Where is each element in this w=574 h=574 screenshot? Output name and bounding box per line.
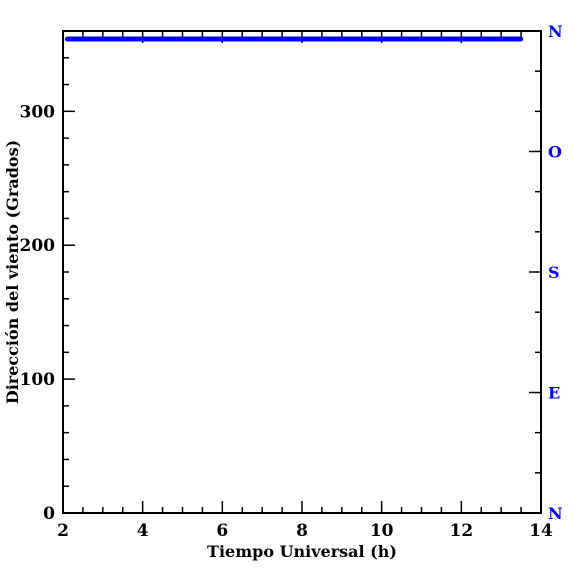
data-point (518, 36, 524, 42)
data-point (419, 36, 424, 42)
right-axis-label: N (548, 22, 563, 41)
x-tick-label: 14 (529, 521, 553, 541)
y-tick-label: 200 (20, 236, 56, 256)
data-point (140, 36, 145, 42)
x-axis-label: Tiempo Universal (h) (207, 542, 397, 561)
data-point (100, 36, 106, 42)
plot-frame (62, 30, 542, 514)
y-tick-label: 300 (20, 102, 56, 122)
data-point (498, 36, 504, 42)
data-point (180, 36, 185, 42)
right-axis-label: E (548, 384, 560, 403)
y-axis-label: Dirección del viento (Grados) (3, 140, 22, 404)
data-point (220, 36, 225, 42)
x-tick-label: 8 (296, 521, 308, 541)
y-tick-label: 100 (20, 370, 56, 390)
data-point (299, 36, 305, 42)
data-point (459, 36, 464, 42)
data-point (64, 36, 70, 42)
x-tick-label: 12 (449, 521, 473, 541)
y-tick-label: 0 (43, 504, 55, 524)
data-point (259, 36, 265, 42)
data-point (339, 36, 345, 42)
x-tick-label: 10 (370, 521, 394, 541)
x-tick-label: 6 (216, 521, 228, 541)
x-tick-label: 4 (137, 521, 149, 541)
right-axis-label: N (548, 504, 563, 523)
data-point (379, 36, 384, 42)
right-axis-label: O (548, 143, 562, 162)
x-tick-label: 2 (57, 521, 69, 541)
right-axis-label: S (548, 263, 560, 282)
